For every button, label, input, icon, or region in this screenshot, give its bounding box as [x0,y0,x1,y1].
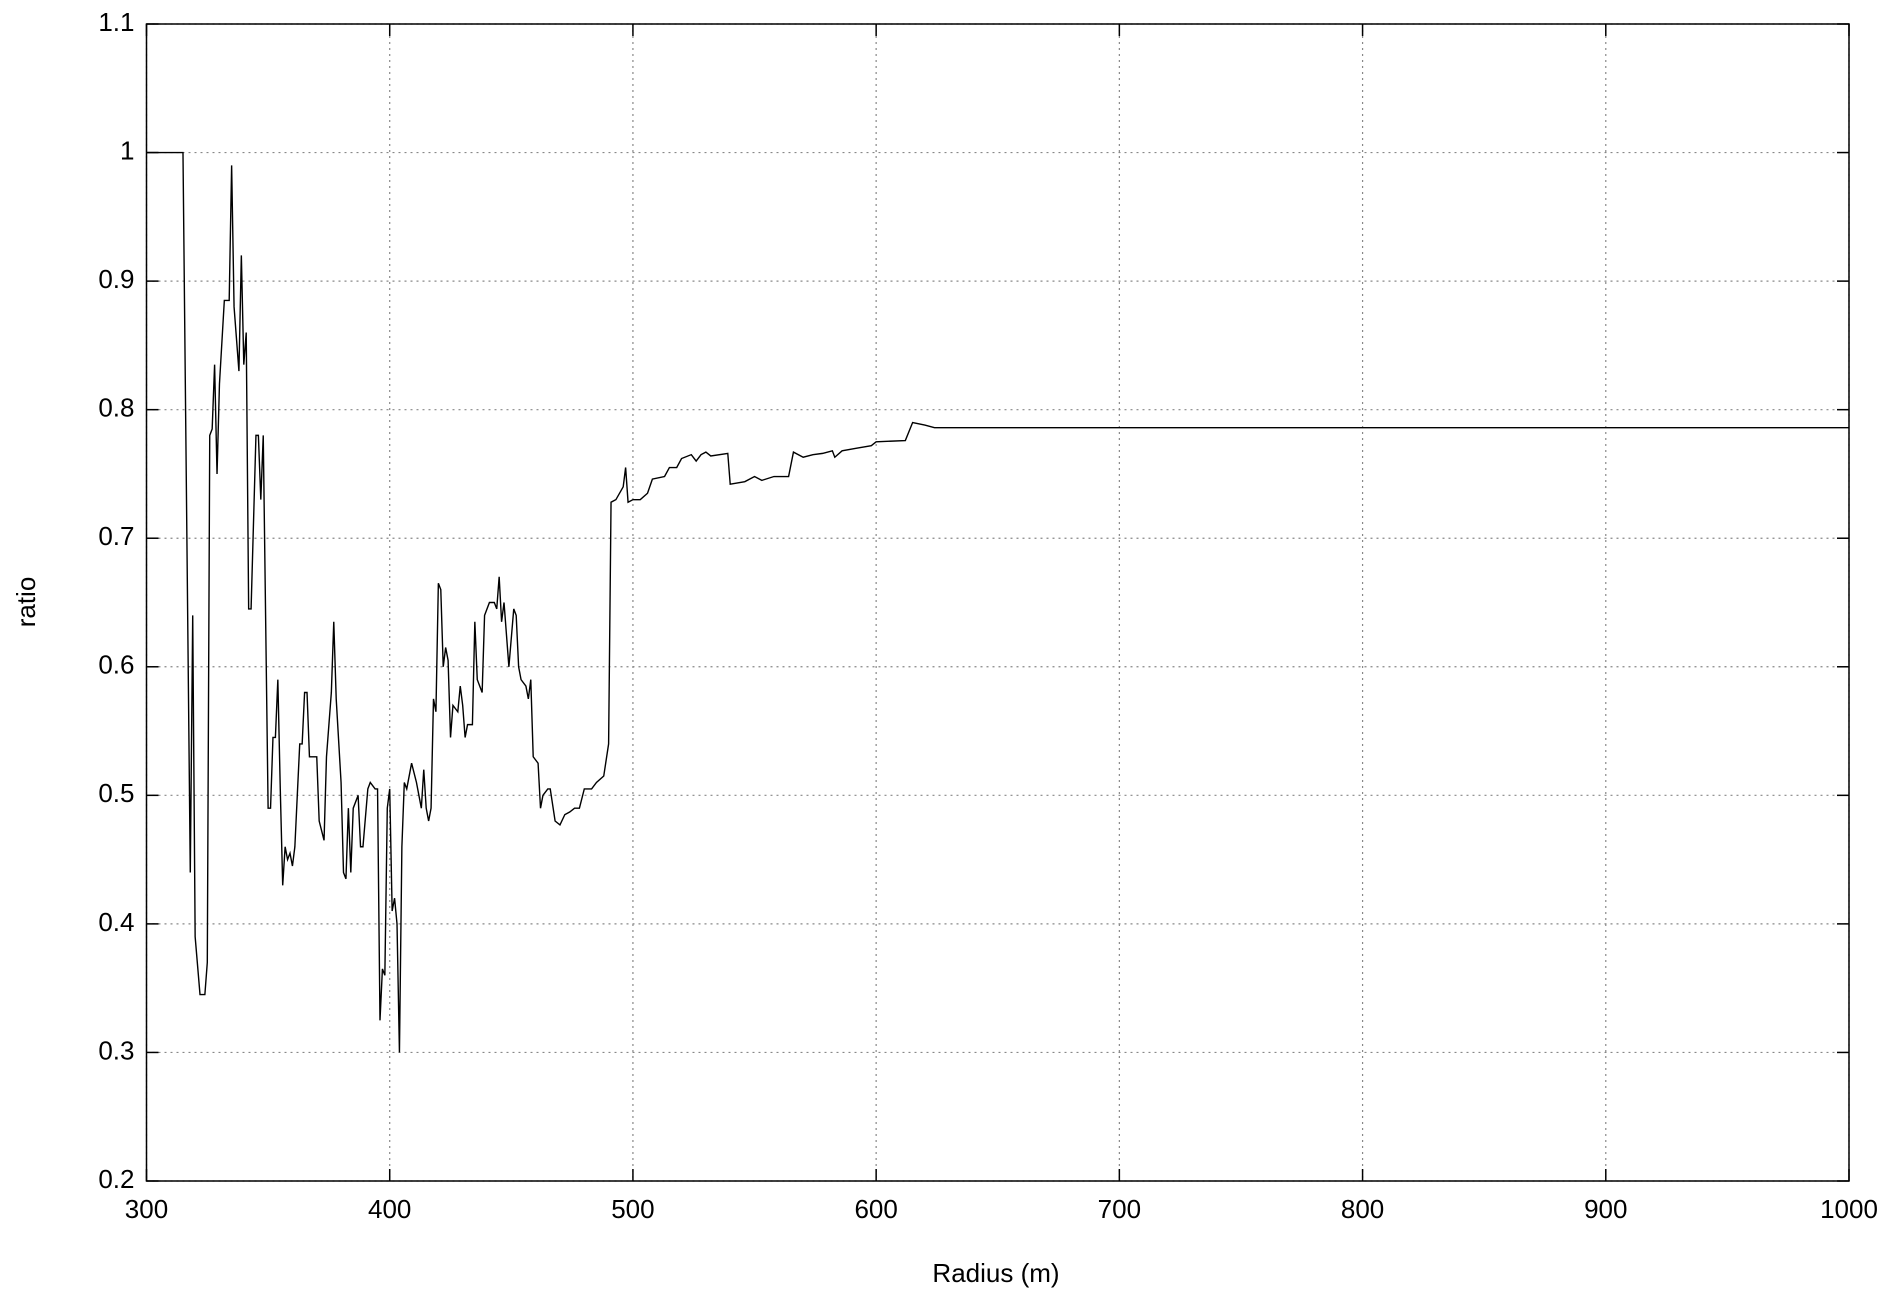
data-line [146,151,1849,1053]
x-axis-label: Radius (m) [932,1258,1059,1288]
y-tick-label: 1.1 [98,7,134,37]
x-tick-label: 700 [1098,1194,1141,1224]
y-tick-label: 0.6 [98,650,134,680]
y-axis-label: ratio [11,577,41,628]
x-tick-label: 1000 [1820,1194,1878,1224]
y-tick-label: 0.5 [98,778,134,808]
y-tick-label: 0.7 [98,521,134,551]
plot-frame [145,23,1850,1182]
x-tick-label: 800 [1341,1194,1384,1224]
x-tick-label: 900 [1584,1194,1627,1224]
y-tick-label: 0.2 [98,1164,134,1194]
y-tick-label: 1 [120,135,134,165]
y-tick-label: 0.9 [98,264,134,294]
x-tick-label: 300 [125,1194,168,1224]
x-tick-label: 600 [854,1194,897,1224]
y-tick-label: 0.4 [98,907,134,937]
y-tick-label: 0.8 [98,393,134,423]
y-tick-label: 0.3 [98,1035,134,1065]
x-tick-label: 500 [611,1194,654,1224]
x-tick-label: 400 [368,1194,411,1224]
